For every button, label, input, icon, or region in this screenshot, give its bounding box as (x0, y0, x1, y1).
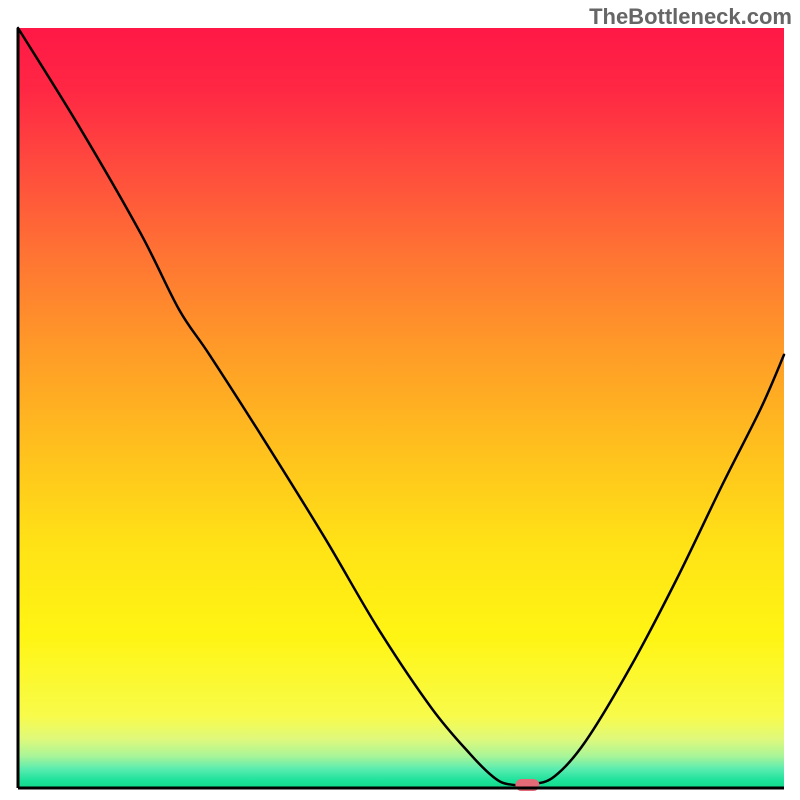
chart-container: TheBottleneck.com (0, 0, 800, 800)
plot-background (18, 28, 784, 788)
bottleneck-curve-chart (0, 0, 800, 800)
watermark-label: TheBottleneck.com (589, 4, 792, 30)
